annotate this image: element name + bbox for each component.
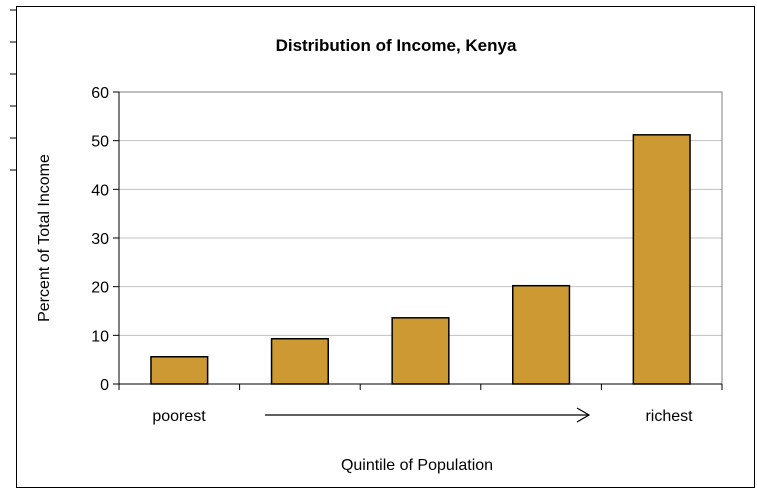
- direction-arrow: [265, 407, 591, 423]
- x-annotation-richest: richest: [645, 408, 693, 425]
- y-tick-label: 50: [91, 134, 109, 151]
- chart-frame: Distribution of Income, Kenya 0 10 20 30 40 5…: [16, 6, 755, 488]
- y-tick-labels: 0 10 20 30 40 50 60: [91, 85, 109, 394]
- chart-title: Distribution of Income, Kenya: [276, 36, 517, 55]
- bar: [632, 134, 691, 385]
- y-tick-label: 20: [91, 280, 109, 297]
- y-tick-label: 30: [91, 231, 109, 248]
- y-tick-label: 0: [100, 377, 109, 394]
- left-edge-marks: [10, 9, 16, 171]
- y-axis-label: Percent of Total Income: [36, 154, 53, 322]
- bar: [150, 355, 209, 385]
- x-axis-label: Quintile of Population: [341, 457, 493, 474]
- gridlines: [119, 91, 722, 336]
- y-tick-label: 40: [91, 182, 109, 199]
- y-tick-label: 10: [91, 328, 109, 345]
- x-annotation-poorest: poorest: [152, 408, 206, 425]
- bar: [391, 317, 450, 385]
- bar: [270, 337, 329, 385]
- bar-chart: Distribution of Income, Kenya 0 10 20 30 40 5…: [36, 36, 723, 474]
- y-tick-label: 60: [91, 85, 109, 102]
- bars: [150, 134, 691, 385]
- bar: [512, 284, 571, 385]
- axes: [113, 91, 723, 390]
